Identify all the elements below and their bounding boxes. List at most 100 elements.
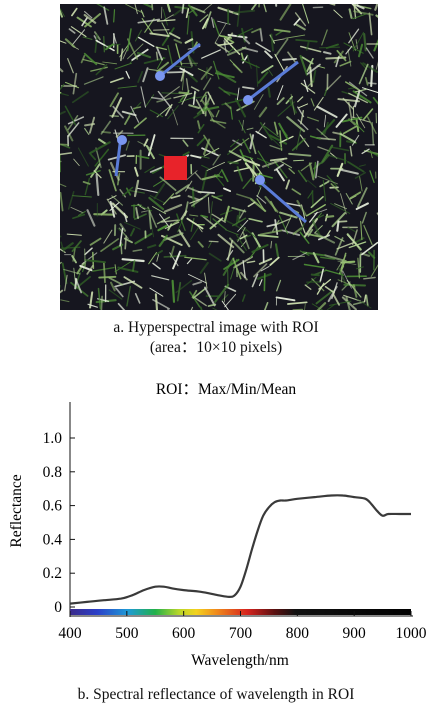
grass-blade (60, 299, 70, 303)
grass-blade (305, 41, 310, 51)
grass-blade (257, 122, 266, 134)
grass-blade (259, 121, 273, 141)
grass-blade (145, 94, 155, 107)
grass-blade (84, 127, 90, 135)
grass-blade (179, 67, 194, 77)
grass-blade (60, 67, 64, 73)
grass-blade (288, 167, 296, 175)
grass-blade (133, 117, 147, 129)
grass-blade (352, 31, 364, 52)
grass-blade (361, 211, 367, 224)
grass-blade (133, 213, 147, 220)
grass-blade (184, 256, 207, 261)
grass-blade (156, 46, 163, 61)
grass-blade (163, 254, 187, 258)
grass-blade (277, 101, 295, 117)
grass-blade (60, 143, 70, 146)
grass-blade (134, 232, 153, 245)
grass-blade (372, 96, 378, 105)
grass-blade (214, 23, 227, 44)
grass-blade (181, 4, 185, 14)
grass-blade (307, 228, 314, 237)
chart-title: ROI：Max/Min/Mean (156, 381, 297, 398)
grass-blade (114, 264, 117, 275)
grass-blade (295, 23, 306, 31)
grass-blade (226, 46, 247, 56)
grass-blade (158, 234, 168, 247)
grass-blade (309, 211, 318, 223)
grass-blade (60, 92, 69, 97)
grass-blade (109, 202, 120, 211)
grass-blade (188, 56, 198, 67)
grass-blade (293, 159, 305, 162)
grass-blade (359, 164, 366, 167)
grass-blade (181, 72, 185, 91)
grass-blade (340, 193, 347, 215)
grass-blade (227, 239, 233, 261)
grass-blade (325, 56, 347, 60)
grass-blade (166, 4, 171, 13)
grass-blade (98, 275, 117, 279)
grass-blade (143, 138, 149, 147)
grass-blade (109, 92, 119, 108)
grass-blade (239, 234, 248, 240)
grass-blade (135, 206, 140, 220)
grass-blade (242, 231, 250, 250)
grass-blade (273, 121, 279, 135)
sensor-dot (155, 71, 165, 81)
grass-blade (86, 209, 96, 227)
grass-blade (155, 51, 159, 61)
grass-blade (90, 66, 108, 72)
grass-blade (123, 276, 143, 289)
grass-blade (180, 218, 186, 231)
grass-blade (60, 191, 64, 212)
grass-blade (201, 169, 208, 191)
grass-blade (275, 296, 296, 302)
grass-blade (60, 248, 66, 254)
grass-blade (190, 86, 200, 92)
grass-blade (329, 300, 352, 306)
grass-blade (166, 71, 185, 74)
grass-blade (154, 293, 159, 310)
grass-blade (195, 99, 205, 115)
grass-blade (77, 147, 89, 167)
grass-blade (60, 183, 67, 188)
grass-blade (279, 135, 294, 144)
grass-blade (81, 17, 88, 27)
grass-blade (149, 32, 170, 38)
x-tick-label: 600 (172, 625, 196, 642)
grass-blade (279, 211, 298, 219)
grass-blade (342, 270, 352, 289)
grass-blade (211, 213, 226, 223)
grass-blade (240, 240, 247, 247)
grass-blade (64, 38, 76, 48)
grass-blade (319, 46, 340, 49)
grass-blade (81, 252, 98, 265)
grass-blade (137, 18, 161, 24)
grass-blade (60, 152, 73, 156)
grass-blade (351, 229, 358, 246)
grass-blade (67, 122, 80, 137)
grass-blade (238, 119, 246, 134)
y-axis-label: Reflectance (8, 474, 25, 547)
grass-blade (368, 12, 373, 36)
grass-blades (60, 4, 378, 310)
grass-blade (173, 38, 183, 44)
grass-blade (258, 279, 263, 287)
grass-blade (129, 190, 145, 194)
grass-blade (84, 248, 86, 269)
grass-blade (274, 243, 279, 257)
grass-blade (178, 96, 196, 103)
grass-blade (82, 36, 93, 40)
grass-blade (149, 287, 164, 297)
grass-blade (317, 175, 338, 185)
grass-blade (60, 289, 64, 294)
grass-blade (326, 175, 338, 187)
grass-blade (134, 4, 138, 15)
grass-blade (276, 279, 282, 292)
grass-blade (194, 172, 202, 180)
grass-blade (201, 49, 221, 59)
grass-blade (141, 210, 148, 213)
grass-blade (72, 213, 86, 220)
grass-blade (323, 121, 329, 135)
